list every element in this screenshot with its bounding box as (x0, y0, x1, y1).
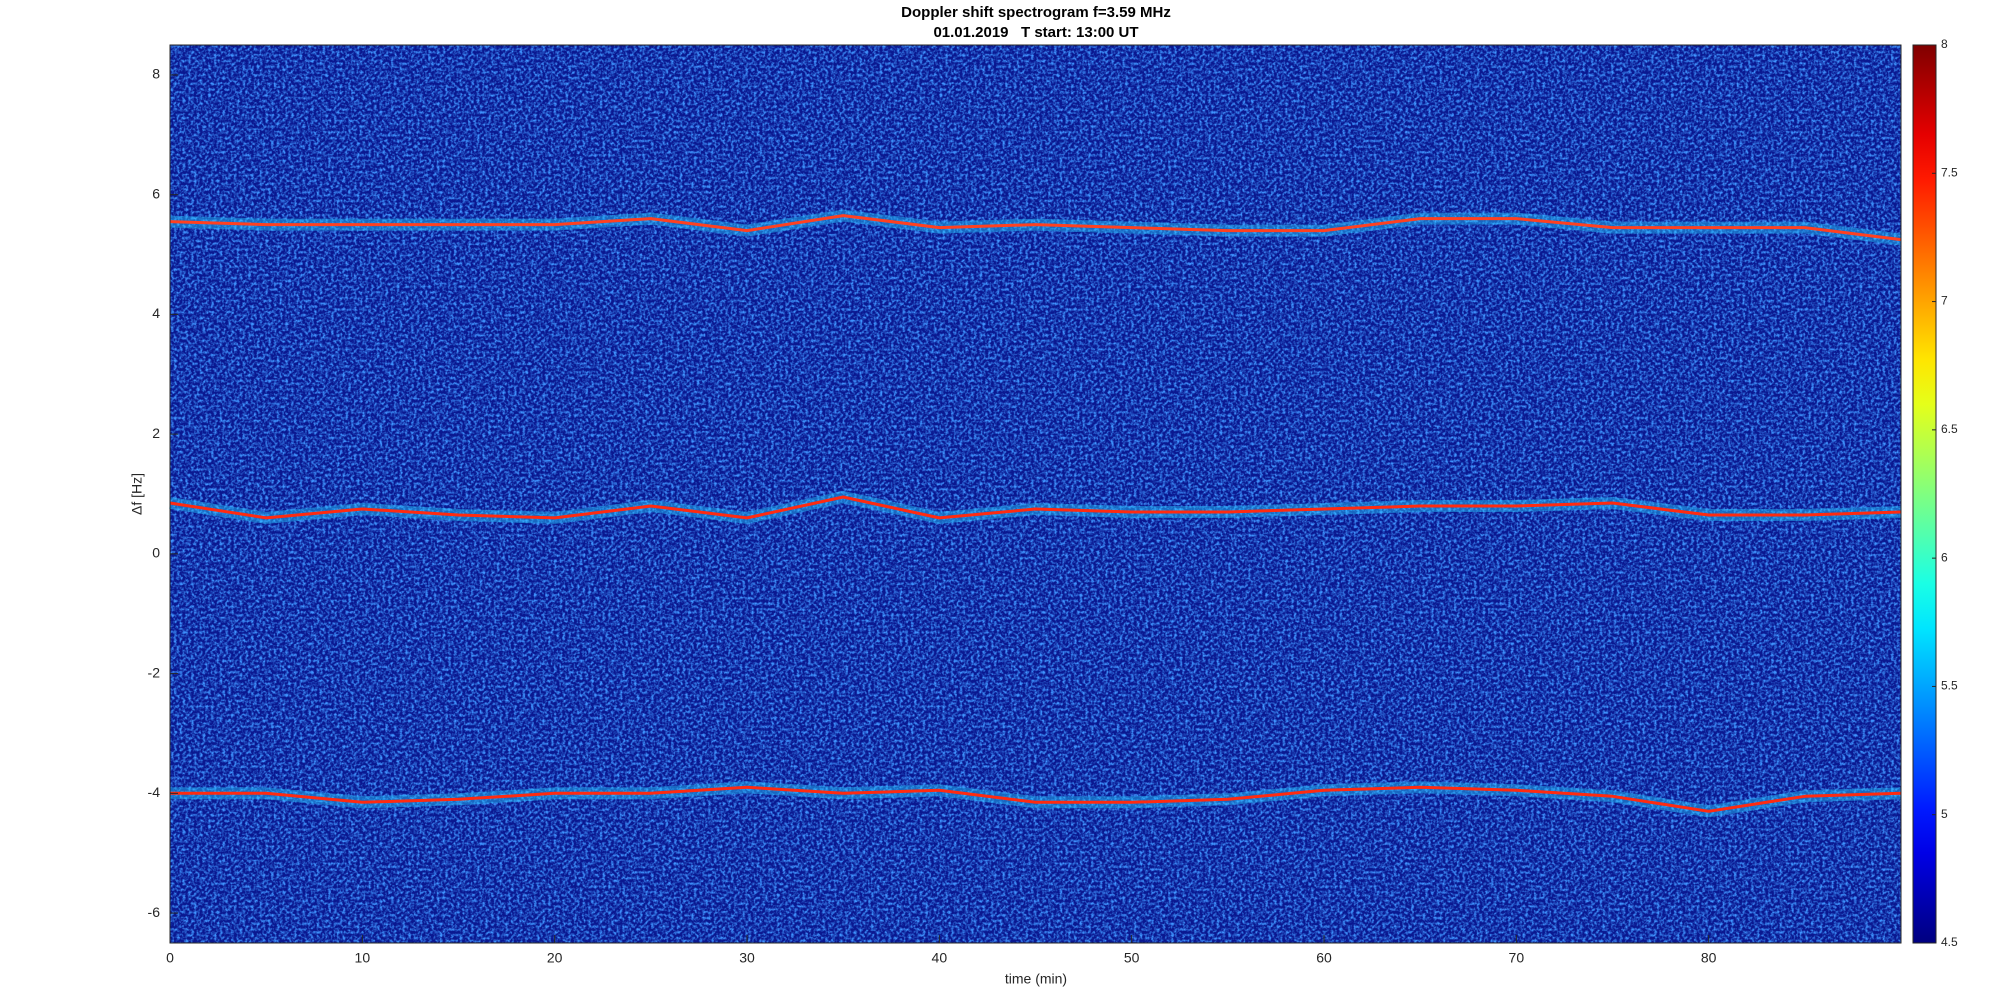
colorbar-tick-label: 7.5 (1941, 165, 1958, 179)
x-tick-label: 70 (1509, 950, 1525, 966)
y-tick-label: 0 (152, 545, 160, 561)
y-axis-label: Δf [Hz] (129, 473, 145, 515)
x-tick-label: 20 (547, 950, 563, 966)
noise-texture (170, 45, 1901, 943)
colorbar-tick-label: 8 (1941, 37, 1948, 51)
plot-frame (169, 44, 1902, 944)
trace (170, 785, 1902, 813)
x-axis-label: time (min) (1005, 971, 1067, 987)
x-tick-label: 10 (355, 950, 371, 966)
x-tick-label: 60 (1316, 950, 1332, 966)
y-tick-label: 8 (152, 66, 160, 82)
y-tick-label: -4 (148, 784, 161, 800)
x-tick-label: 50 (1124, 950, 1140, 966)
colorbar-tick-label: 5.5 (1941, 679, 1958, 693)
y-tick-label: -6 (148, 904, 161, 920)
chart-title: Doppler shift spectrogram f=3.59 MHz (901, 4, 1171, 21)
y-tick-label: 2 (152, 425, 160, 441)
trace (169, 495, 1902, 520)
colorbar-tick-label: 6.5 (1941, 422, 1958, 436)
colorbar (1912, 44, 1937, 944)
colorbar-tick-label: 7 (1941, 294, 1948, 308)
colorbar-tick-label: 5 (1941, 807, 1948, 821)
trace (169, 214, 1902, 242)
chart-subtitle: 01.01.2019 T start: 13:00 UT (933, 24, 1138, 41)
x-tick-label: 30 (739, 950, 755, 966)
y-tick-label: 6 (152, 185, 160, 201)
x-tick-label: 0 (166, 950, 174, 966)
y-tick-label: -2 (148, 664, 161, 680)
y-tick-label: 4 (152, 305, 160, 321)
colorbar-tick-label: 4.5 (1941, 935, 1958, 949)
x-tick-label: 80 (1701, 950, 1717, 966)
colorbar-tick-label: 6 (1941, 550, 1948, 564)
x-tick-label: 40 (932, 950, 948, 966)
